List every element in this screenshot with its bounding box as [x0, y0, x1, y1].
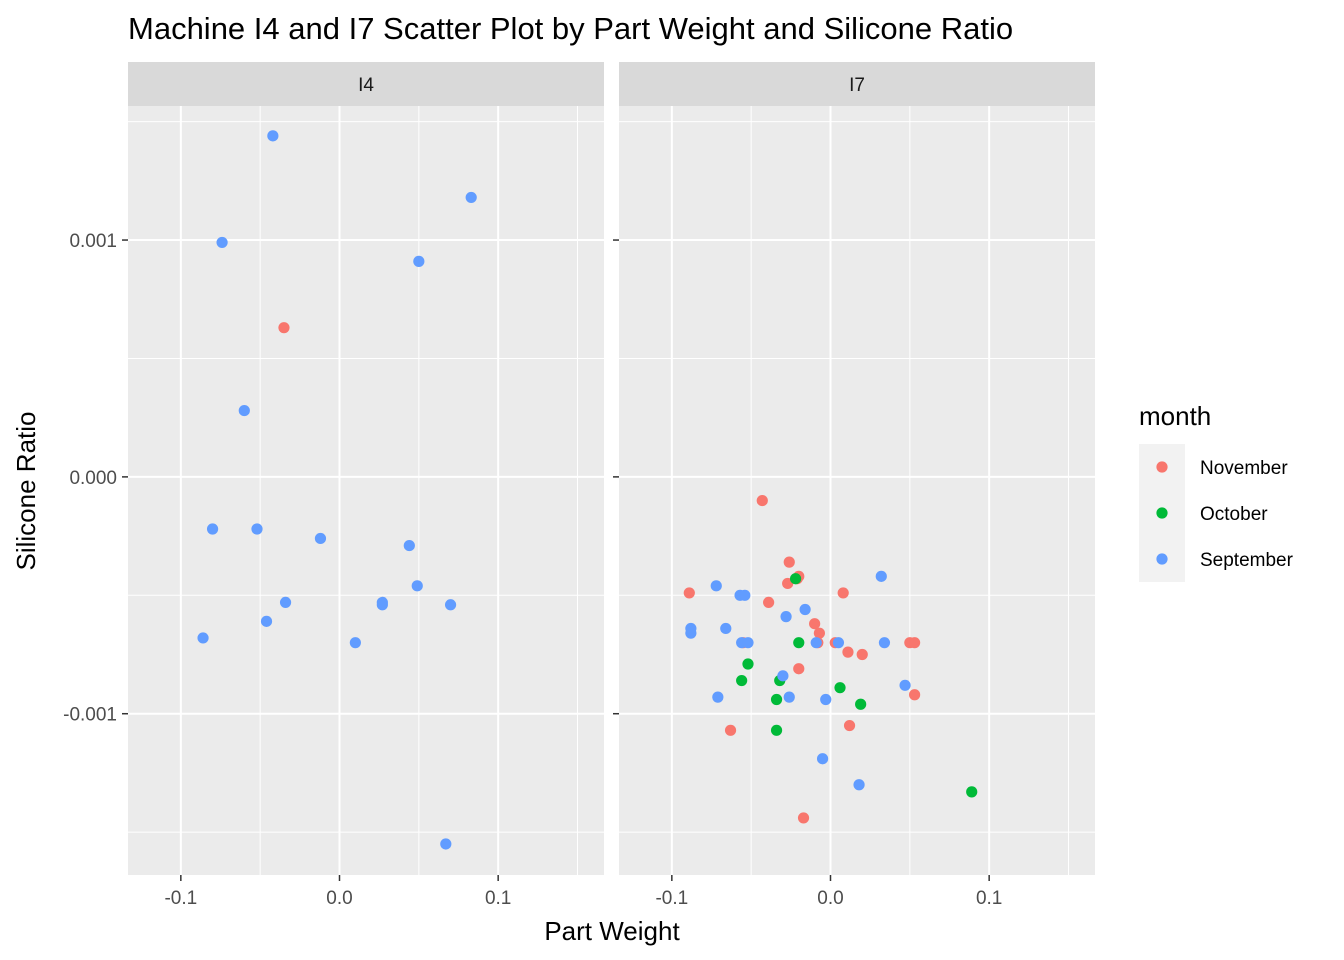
legend-label: November	[1200, 458, 1288, 479]
legend-key-dot	[1156, 507, 1168, 519]
data-point	[783, 556, 795, 568]
data-point	[403, 539, 415, 552]
y-axis-title: Silicone Ratio	[11, 412, 41, 571]
facet-strip	[128, 62, 604, 106]
data-point	[444, 599, 457, 611]
data-point	[837, 587, 849, 599]
data-point	[842, 646, 854, 658]
data-point	[349, 637, 361, 649]
data-point	[376, 599, 388, 611]
data-point	[832, 637, 845, 649]
data-point	[465, 191, 477, 204]
facet-strip-label: I7	[849, 75, 865, 96]
data-point	[966, 786, 978, 798]
legend-key-dot	[1156, 461, 1168, 473]
data-point	[724, 724, 737, 736]
data-point	[810, 637, 822, 649]
chart-title: Machine I4 and I7 Scatter Plot by Part W…	[128, 11, 1013, 46]
data-point	[855, 698, 867, 710]
data-point	[216, 236, 228, 249]
x-tick-label: 0.0	[326, 888, 352, 909]
data-point	[856, 648, 868, 661]
y-tick-label: 0.000	[69, 468, 117, 489]
data-point	[413, 255, 425, 267]
x-tick-label: -0.1	[164, 888, 197, 909]
data-point	[899, 679, 911, 691]
data-point	[742, 637, 754, 649]
data-point	[267, 130, 279, 142]
data-point	[683, 587, 695, 599]
data-point	[206, 523, 219, 535]
series-september	[685, 570, 911, 791]
data-point	[440, 838, 452, 850]
x-tick-label: 0.1	[485, 888, 511, 909]
series-september	[197, 130, 477, 850]
facet-panel-i4: I4 -0.1 0.0 0.1 0.001 0.000 -0.001	[63, 62, 604, 909]
data-point	[685, 627, 697, 639]
data-point	[260, 615, 273, 627]
legend-item-september: September	[1139, 536, 1294, 582]
data-point	[853, 779, 865, 791]
facet-strip	[619, 62, 1095, 106]
data-point	[739, 589, 751, 601]
data-point	[251, 523, 263, 535]
data-point	[813, 627, 825, 639]
y-tick-label: -0.001	[63, 705, 117, 726]
facet-panel-i7: I7 -0.1 0.0 0.1	[613, 62, 1095, 909]
data-point	[279, 596, 292, 609]
data-point	[834, 682, 846, 694]
panel-background	[128, 106, 604, 875]
data-point	[710, 580, 722, 592]
legend-label: October	[1200, 504, 1268, 525]
data-point	[875, 570, 887, 582]
data-point	[314, 532, 327, 545]
data-point	[843, 719, 856, 732]
data-point	[736, 674, 748, 687]
data-point	[777, 670, 789, 682]
data-point	[763, 596, 775, 609]
legend-item-october: October	[1139, 490, 1268, 536]
legend: month November October September	[1139, 401, 1294, 582]
data-point	[770, 724, 783, 736]
panel-background	[619, 106, 1095, 875]
data-point	[908, 689, 921, 701]
x-tick-label: -0.1	[655, 888, 688, 909]
data-point	[793, 663, 805, 675]
data-point	[720, 622, 732, 635]
x-tick-label: 0.0	[817, 888, 843, 909]
x-axis-title: Part Weight	[544, 916, 680, 946]
data-point	[756, 494, 768, 507]
y-tick-label: 0.001	[69, 231, 117, 252]
legend-key-dot	[1156, 553, 1168, 565]
data-point	[816, 753, 829, 765]
data-point	[793, 637, 805, 649]
series-november	[278, 322, 290, 334]
data-point	[197, 632, 209, 644]
legend-label: September	[1200, 550, 1294, 571]
data-point	[411, 580, 423, 592]
data-point	[780, 611, 792, 623]
data-point	[908, 637, 921, 649]
data-point	[712, 691, 724, 703]
data-point	[238, 404, 250, 417]
legend-item-november: November	[1139, 444, 1288, 490]
data-point	[278, 322, 290, 334]
data-point	[820, 693, 832, 706]
series-october	[736, 573, 978, 798]
facet-strip-label: I4	[358, 75, 374, 96]
data-point	[799, 603, 811, 616]
data-point	[789, 573, 802, 585]
legend-title: month	[1139, 401, 1211, 431]
x-tick-label: 0.1	[976, 888, 1002, 909]
data-point	[809, 618, 821, 630]
data-point	[770, 693, 783, 706]
data-point	[878, 637, 891, 649]
data-point	[742, 658, 754, 670]
data-point	[797, 812, 810, 824]
data-point	[783, 691, 795, 703]
